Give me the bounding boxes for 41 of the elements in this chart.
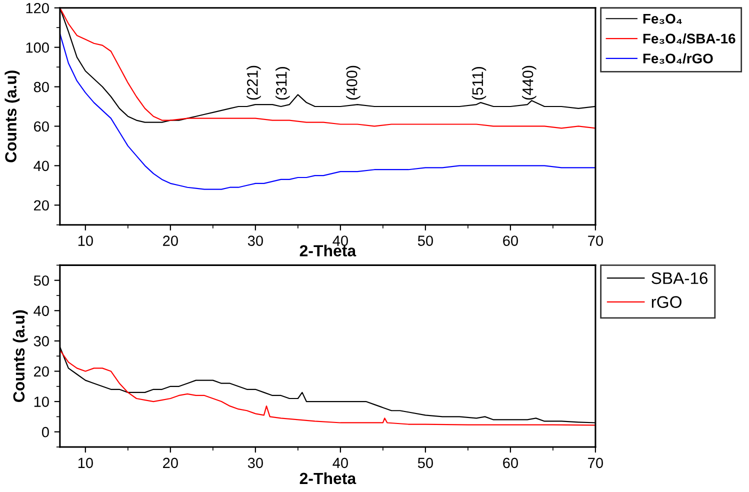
y-tick-label: 0 <box>42 426 49 438</box>
x-axis-title: 2-Theta <box>300 244 356 256</box>
y-axis-title: Counts (a.u) <box>12 310 28 402</box>
line-series <box>60 32 596 190</box>
legend-label: SBA-16 <box>652 272 708 284</box>
y-tick-label: 30 <box>34 336 49 346</box>
annotation: (221) <box>246 66 261 100</box>
x-tick-label: 20 <box>163 236 178 246</box>
y-axis-title: Counts (a.u) <box>4 70 20 162</box>
y-tick-label: 80 <box>34 82 49 92</box>
annotation: (440) <box>522 66 536 100</box>
x-axis-title: 2-Theta <box>300 472 356 484</box>
y-tick-label: 40 <box>34 306 49 316</box>
y-tick-label: 120 <box>26 2 49 14</box>
x-tick-label: 10 <box>78 236 93 246</box>
x-tick-label: 20 <box>163 458 178 468</box>
annotation: (311) <box>276 66 290 100</box>
annotation: (400) <box>346 66 360 100</box>
x-tick-label: 10 <box>78 458 93 468</box>
y-tick-label: 20 <box>34 200 49 211</box>
y-tick-label: 20 <box>34 366 49 377</box>
legend-label: rGO <box>652 296 682 308</box>
y-tick-label: 60 <box>34 121 49 132</box>
y-tick-label: 40 <box>34 160 49 172</box>
x-tick-label: 50 <box>418 236 433 246</box>
x-tick-label: 30 <box>248 236 263 246</box>
legend-label: Fe₃O₄/rGO <box>643 53 713 64</box>
y-tick-label: 100 <box>26 42 49 53</box>
x-tick-label: 70 <box>588 458 603 468</box>
y-tick-label: 50 <box>34 275 49 286</box>
y-tick-label: 10 <box>34 396 49 407</box>
annotation: (511) <box>472 66 486 100</box>
legend-label: Fe₃O₄ <box>643 14 682 24</box>
legend-label: Fe₃O₄/SBA-16 <box>643 33 736 44</box>
x-tick-label: 70 <box>588 236 603 246</box>
x-tick-label: 30 <box>248 458 263 468</box>
x-tick-label: 60 <box>503 458 518 468</box>
x-tick-label: 60 <box>503 236 518 246</box>
x-tick-label: 50 <box>418 458 433 468</box>
x-tick-label: 40 <box>332 458 348 468</box>
x-tick-label: 40 <box>332 236 348 246</box>
